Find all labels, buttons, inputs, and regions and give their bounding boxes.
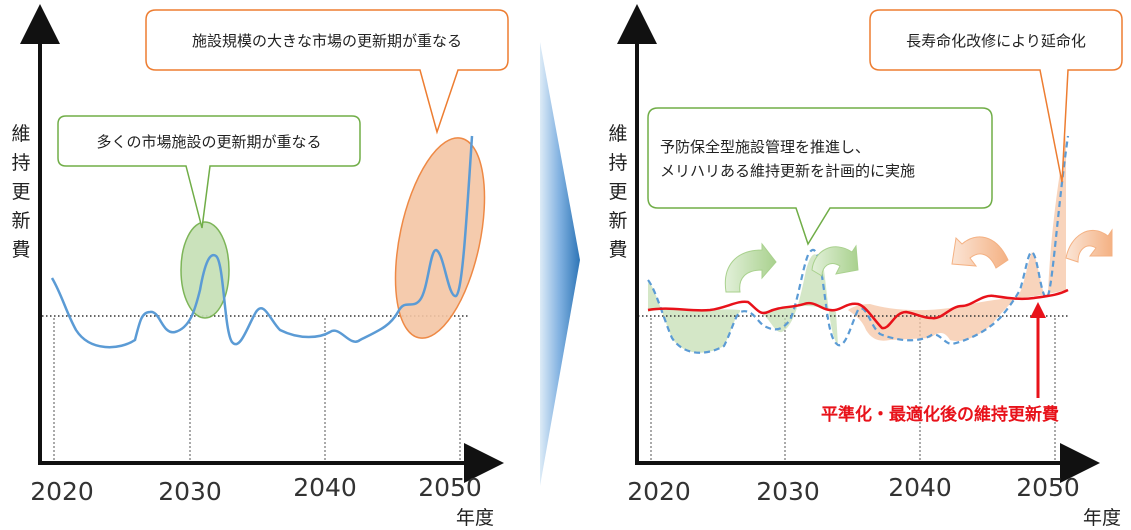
right-year-guides xyxy=(650,318,1056,463)
left-x-axis-unit: 年度 xyxy=(456,507,494,529)
right-callout-green-line1: 予防保全型施設管理を推進し、 xyxy=(660,138,870,156)
left-chart: 維持更新費 2020 2030 2040 2050 年度 多くの市場施設の更新期… xyxy=(11,4,509,529)
left-year-2020: 2020 xyxy=(30,477,94,506)
curved-arrow-icon xyxy=(724,242,777,293)
left-year-2050: 2050 xyxy=(418,473,482,502)
left-callout-orange: 施設規模の大きな市場の更新期が重なる xyxy=(145,9,509,135)
right-callout-orange: 長寿命化改修により延命化 xyxy=(869,9,1123,183)
right-y-axis-label: 維持更新費 xyxy=(608,123,627,261)
right-arrow-icon xyxy=(540,42,580,486)
right-x-axis-unit: 年度 xyxy=(1083,507,1121,529)
right-chart: 維持更新費 2020 2030 2040 2050 年度 平準化・最適化後の維持… xyxy=(608,4,1123,529)
right-year-2040: 2040 xyxy=(888,473,952,502)
left-callout-orange-text: 施設規模の大きな市場の更新期が重なる xyxy=(192,32,462,50)
right-callout-green: 予防保全型施設管理を推進し、 メリハリある維持更新を計画的に実施 xyxy=(647,107,993,246)
right-year-2020: 2020 xyxy=(627,477,691,506)
red-leveled-label: 平準化・最適化後の維持更新費 xyxy=(821,404,1059,425)
left-orange-highlight xyxy=(394,137,486,339)
curved-arrow-icon xyxy=(1065,228,1113,263)
left-year-2040: 2040 xyxy=(293,473,357,502)
left-y-axis-label: 維持更新費 xyxy=(11,123,30,261)
right-original-curve xyxy=(647,135,1070,354)
right-leveled-curve xyxy=(647,288,1069,330)
left-year-guides xyxy=(53,318,461,463)
left-year-2030: 2030 xyxy=(158,477,222,506)
right-callout-green-line2: メリハリある維持更新を計画的に実施 xyxy=(660,162,915,180)
right-callout-orange-text: 長寿命化改修により延命化 xyxy=(906,32,1086,50)
right-year-2050: 2050 xyxy=(1016,473,1080,502)
left-cost-curve xyxy=(50,135,474,349)
curved-arrow-icon xyxy=(811,244,859,277)
left-callout-green-text: 多くの市場施設の更新期が重なる xyxy=(96,133,321,151)
right-green-fill-2 xyxy=(760,254,838,345)
left-callout-green: 多くの市場施設の更新期が重なる xyxy=(57,115,361,229)
red-pointer-head xyxy=(1030,302,1046,318)
right-year-2030: 2030 xyxy=(756,477,820,506)
curved-arrow-icon xyxy=(951,236,1009,269)
